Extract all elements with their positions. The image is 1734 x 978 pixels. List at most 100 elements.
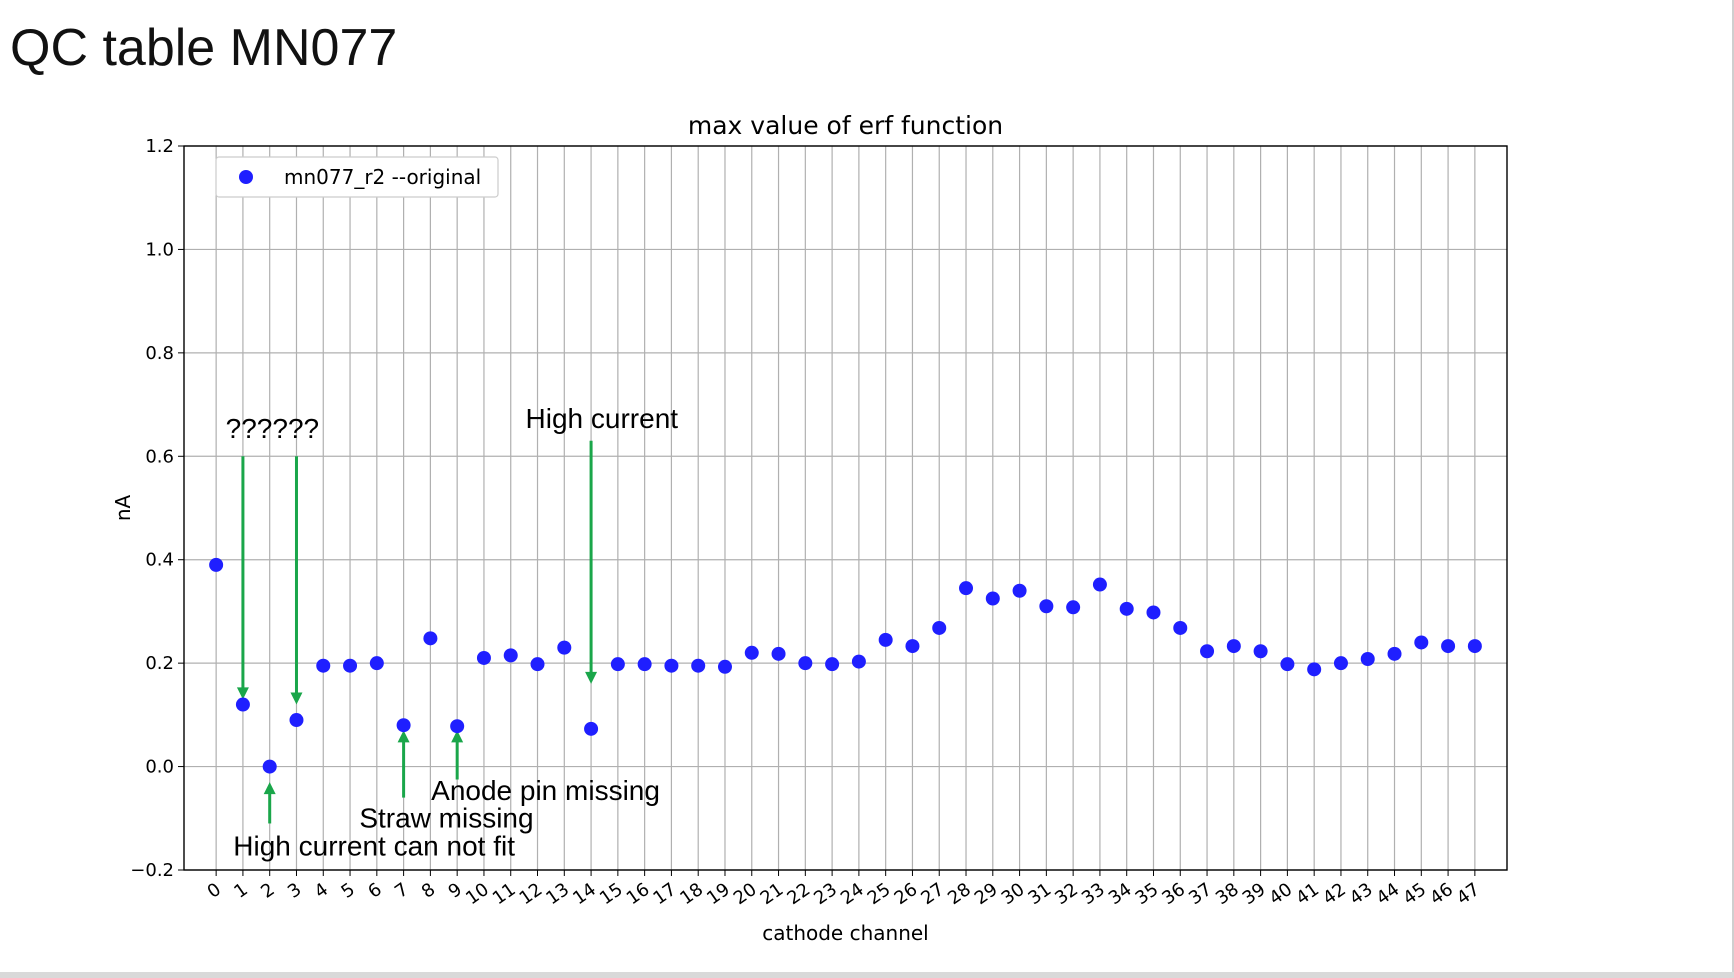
x-tick-label: 33 <box>1078 879 1109 909</box>
x-tick-label: 36 <box>1158 879 1189 909</box>
x-axis-label: cathode channel <box>762 921 929 945</box>
x-tick-label: 21 <box>757 879 788 909</box>
x-tick-label: 7 <box>391 879 412 903</box>
data-point <box>1387 646 1402 661</box>
data-point <box>1119 601 1134 616</box>
data-point <box>1307 662 1322 677</box>
legend-label: mn077_r2 --original <box>284 165 481 189</box>
data-point <box>717 659 732 674</box>
data-point <box>1039 599 1054 614</box>
x-tick-label: 6 <box>364 879 385 903</box>
x-tick-label: 0 <box>204 879 225 903</box>
data-point <box>1226 639 1241 654</box>
x-tick-label: 20 <box>730 879 761 909</box>
data-point <box>932 620 947 635</box>
y-tick-label: −0.2 <box>130 860 174 881</box>
annotation-arrow <box>290 456 303 705</box>
x-tick-label: 22 <box>783 879 814 909</box>
data-point <box>878 632 893 647</box>
x-tick-label: 41 <box>1292 879 1323 909</box>
x-tick-label: 35 <box>1132 879 1163 909</box>
data-point <box>1333 656 1348 671</box>
data-point <box>209 557 224 572</box>
x-tick-label: 30 <box>998 879 1029 909</box>
x-tick-label: 2 <box>257 879 278 903</box>
annotation-arrow <box>397 730 410 798</box>
data-point <box>691 658 706 673</box>
x-tick-label: 19 <box>703 879 734 909</box>
arrow-head <box>585 671 598 684</box>
data-point <box>664 658 679 673</box>
x-tick-label: 45 <box>1399 879 1430 909</box>
x-tick-label: 13 <box>542 879 573 909</box>
data-point <box>289 713 304 728</box>
annotation-text: High current can not fit <box>233 831 515 862</box>
x-tick-label: 14 <box>569 879 600 909</box>
annotation-arrow <box>263 782 276 824</box>
x-tick-label: 42 <box>1319 879 1350 909</box>
chart-title: max value of erf function <box>688 111 1003 140</box>
x-tick-label: 17 <box>649 879 680 909</box>
arrow-head <box>290 692 303 705</box>
y-tick-label: 0.8 <box>145 343 174 364</box>
annotations: ?????? High current Anode pin missingStraw… <box>226 403 679 862</box>
data-point <box>476 650 491 665</box>
x-tick-label: 38 <box>1212 879 1243 909</box>
data-point <box>1253 644 1268 659</box>
data-point <box>1360 652 1375 667</box>
annotation-text: Straw missing <box>359 803 533 834</box>
arrow-head <box>263 782 276 795</box>
x-tick-label: 11 <box>489 879 520 909</box>
axis-ticks: 0 1 2 3 4 5 6 7 8 9101112131415161718192021222324… <box>130 136 1483 909</box>
data-point <box>1467 639 1482 654</box>
data-point <box>744 645 759 660</box>
data-point <box>1173 620 1188 635</box>
data-point <box>637 657 652 672</box>
x-tick-label: 18 <box>676 879 707 909</box>
x-tick-label: 27 <box>917 879 948 909</box>
data-point <box>825 657 840 672</box>
x-tick-label: 31 <box>1024 879 1055 909</box>
data-point <box>584 721 599 736</box>
annotation-text: High current <box>526 403 679 434</box>
data-point <box>1200 644 1215 659</box>
data-point <box>1414 635 1429 650</box>
y-tick-label: 0.0 <box>145 757 174 778</box>
x-tick-label: 34 <box>1105 879 1136 909</box>
legend-marker <box>239 170 253 184</box>
x-tick-label: 15 <box>596 879 627 909</box>
x-tick-label: 23 <box>810 879 841 909</box>
x-tick-label: 39 <box>1239 879 1270 909</box>
x-tick-label: 5 <box>337 879 358 903</box>
data-point <box>959 581 974 596</box>
x-tick-label: 24 <box>837 879 868 909</box>
data-point <box>985 591 1000 606</box>
y-tick-label: 1.2 <box>145 136 174 157</box>
data-point <box>1441 639 1456 654</box>
x-tick-label: 10 <box>462 879 493 909</box>
slide-title: QC table MN077 <box>10 19 398 77</box>
grid-lines <box>184 145 1507 871</box>
data-point <box>1280 657 1295 672</box>
x-tick-label: 46 <box>1426 879 1457 909</box>
y-tick-label: 0.6 <box>145 446 174 467</box>
x-tick-label: 37 <box>1185 879 1216 909</box>
data-point <box>343 658 358 673</box>
annotation-arrow <box>585 440 598 684</box>
x-tick-label: 28 <box>944 879 975 909</box>
x-tick-label: 40 <box>1265 879 1296 909</box>
data-point <box>557 640 572 655</box>
data-point <box>610 657 625 672</box>
arrow-head <box>236 687 249 700</box>
x-tick-label: 4 <box>311 879 332 903</box>
x-tick-label: 26 <box>891 879 922 909</box>
x-tick-label: 25 <box>864 879 895 909</box>
data-point <box>316 658 331 673</box>
annotation-arrow <box>451 730 464 780</box>
x-tick-label: 1 <box>230 879 251 903</box>
data-point <box>851 654 866 669</box>
data-point <box>530 657 545 672</box>
y-tick-label: 0.4 <box>145 550 174 571</box>
data-point <box>423 631 438 646</box>
